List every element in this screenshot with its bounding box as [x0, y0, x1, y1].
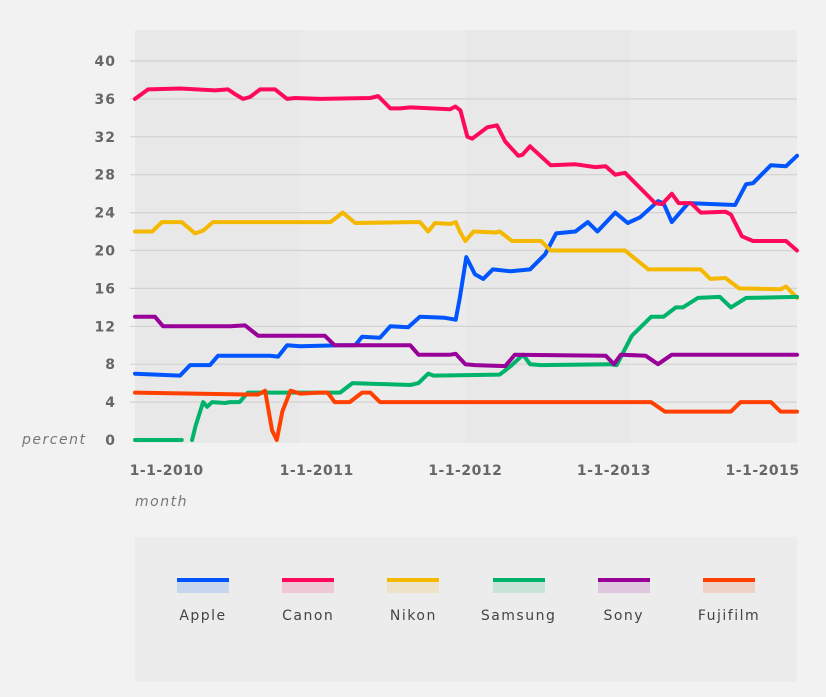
- y-tick-label: 36: [95, 92, 116, 108]
- x-tick-label: 1-1-2015: [726, 463, 800, 479]
- series-line-canon: [133, 86, 799, 253]
- legend-item-canon[interactable]: Canon: [268, 578, 348, 624]
- legend: Apple Canon Nikon Samsung Sony Fujifilm: [135, 537, 797, 682]
- legend-swatch-shade: [492, 582, 545, 593]
- y-tick-label: 0: [105, 433, 116, 449]
- legend-swatch-shade: [177, 582, 229, 593]
- legend-swatch: [492, 578, 545, 582]
- year-band: [465, 30, 631, 443]
- y-tick-label: 20: [95, 244, 116, 260]
- x-tick-label: 1-1-2010: [130, 463, 204, 479]
- legend-item-nikon[interactable]: Nikon: [373, 578, 453, 624]
- legend-swatch-shade: [703, 582, 755, 593]
- x-axis-ticks: 1-1-2010 1-1-2011 1-1-2012 1-1-2013 1-1-2015: [130, 463, 800, 479]
- legend-label: Apple: [179, 608, 227, 624]
- legend-item-sony[interactable]: Sony: [584, 578, 664, 624]
- legend-swatch: [703, 578, 755, 582]
- y-tick-label: 12: [95, 319, 116, 335]
- legend-swatch-shade: [282, 582, 335, 593]
- year-band: [630, 30, 797, 443]
- x-tick-label: 1-1-2013: [577, 463, 651, 479]
- y-axis-label: percent: [21, 432, 86, 448]
- y-tick-label: 40: [95, 54, 116, 70]
- legend-swatch: [177, 578, 229, 582]
- legend-label: Fujifilm: [697, 608, 761, 624]
- y-axis-ticks: 0 4 8 12 16 20 24 28 32 36 40: [95, 54, 116, 449]
- year-band: [300, 30, 466, 443]
- series-line-nikon: [133, 210, 799, 300]
- legend-swatch: [282, 578, 335, 582]
- legend-label: Samsung: [480, 608, 557, 624]
- x-tick-label: 1-1-2011: [280, 463, 354, 479]
- legend-swatch-shade: [387, 582, 440, 593]
- legend-swatch-shade: [597, 582, 650, 593]
- series-line-samsung: [133, 294, 799, 442]
- y-tick-label: 8: [105, 357, 116, 373]
- legend-item-apple[interactable]: Apple: [163, 578, 243, 624]
- y-tick-label: 28: [95, 168, 116, 184]
- series-line-sony: [133, 314, 799, 369]
- legend-item-fujifilm[interactable]: Fujifilm: [689, 578, 769, 624]
- legend-item-samsung[interactable]: Samsung: [479, 578, 559, 624]
- series-line-fujifilm: [133, 388, 799, 442]
- legend-label: Nikon: [389, 608, 437, 624]
- y-tick-label: 4: [105, 395, 116, 411]
- series-lines: [133, 86, 799, 442]
- legend-label: Canon: [282, 608, 335, 624]
- y-tick-label: 32: [95, 130, 116, 146]
- x-axis-label: month: [135, 494, 188, 510]
- x-tick-label: 1-1-2012: [428, 463, 502, 479]
- legend-swatch: [597, 578, 650, 582]
- y-tick-label: 24: [95, 206, 116, 222]
- y-tick-label: 16: [95, 281, 116, 297]
- legend-swatch: [387, 578, 440, 582]
- legend-label: Sony: [603, 608, 645, 624]
- series-line-apple: [133, 153, 799, 378]
